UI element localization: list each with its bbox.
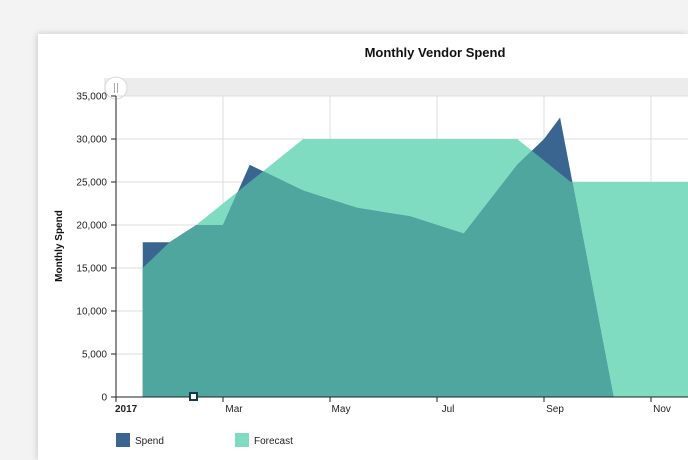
- series-overlap-area: [142, 139, 614, 397]
- y-tick-label: 20,000: [76, 221, 107, 232]
- y-tick-label: 35,000: [76, 92, 107, 103]
- y-axis-label: Monthly Spend: [54, 210, 65, 282]
- y-tick-label: 25,000: [76, 178, 107, 189]
- axes: [115, 96, 688, 398]
- legend-item-forecast[interactable]: Forecast: [235, 433, 293, 447]
- x-tick-label: Nov: [653, 404, 671, 415]
- legend-swatch: [116, 433, 130, 447]
- y-axis-ticks: 0 5,000 10,000 15,000 20,000 25,000 30,000 35,0…: [76, 92, 116, 404]
- legend: Spend Forecast: [116, 433, 293, 447]
- x-tick-label: 2017: [115, 404, 138, 415]
- x-tick-label: May: [332, 404, 351, 415]
- x-axis-ticks: 2017 Mar May Jul Sep Nov: [115, 397, 671, 415]
- legend-label: Forecast: [254, 436, 293, 447]
- range-slider-handle[interactable]: [104, 76, 128, 100]
- legend-item-spend[interactable]: Spend: [116, 433, 164, 447]
- y-tick-label: 10,000: [76, 307, 107, 318]
- y-tick-label: 15,000: [76, 264, 107, 275]
- x-tick-label: Mar: [225, 404, 243, 415]
- range-slider-track[interactable]: [104, 78, 688, 96]
- chart-title: Monthly Vendor Spend: [365, 45, 506, 60]
- chart-card: Monthly Vendor Spend Monthly Spend 0 5,00…: [38, 34, 688, 460]
- y-tick-label: 30,000: [76, 135, 107, 146]
- legend-label: Spend: [135, 436, 164, 447]
- x-axis-cursor-marker[interactable]: [189, 392, 198, 401]
- y-tick-label: 0: [101, 393, 107, 404]
- x-tick-label: Sep: [546, 404, 564, 415]
- x-tick-label: Jul: [442, 404, 455, 415]
- series-areas: [142, 117, 688, 397]
- chart-svg: Monthly Vendor Spend Monthly Spend 0 5,00…: [54, 45, 688, 447]
- y-tick-label: 5,000: [82, 350, 107, 361]
- legend-swatch: [235, 433, 249, 447]
